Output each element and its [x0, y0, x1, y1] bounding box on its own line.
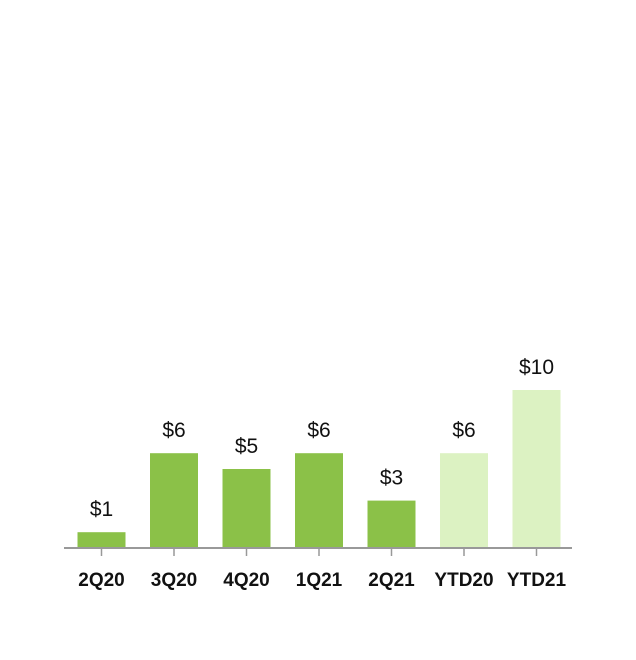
data-label-1q21: $6 [307, 419, 330, 442]
bar-3q20 [150, 453, 198, 548]
labels-group: $1 2Q20 $6 3Q20 $5 4Q20 $6 1Q21 $3 2Q21 $6 YTD20 $10… [78, 356, 566, 591]
x-tick-label-ytd20: YTD20 [434, 570, 493, 591]
x-tick-label-2q21: 2Q21 [368, 570, 415, 591]
bar-ytd20 [440, 453, 488, 548]
data-label-2q21: $3 [380, 467, 403, 490]
data-label-ytd20: $6 [452, 419, 475, 442]
data-label-ytd21: $10 [519, 356, 554, 379]
bar-4q20 [222, 469, 271, 548]
x-tick-label-3q20: 3Q20 [151, 570, 197, 591]
x-tick-label-4q20: 4Q20 [223, 570, 269, 591]
x-axis [64, 547, 572, 556]
data-label-3q20: $6 [162, 419, 185, 442]
x-tick-label-1q21: 1Q21 [296, 570, 343, 591]
data-label-2q20: $1 [90, 498, 113, 521]
bar-2q20 [77, 532, 126, 548]
bar-1q21 [295, 453, 343, 548]
bar-ytd21 [512, 390, 561, 548]
x-tick-label-ytd21: YTD21 [507, 570, 567, 591]
bar-2q21 [367, 500, 416, 548]
x-tick-label-2q20: 2Q20 [78, 570, 124, 591]
bars-group [77, 390, 561, 548]
data-label-4q20: $5 [235, 435, 258, 458]
